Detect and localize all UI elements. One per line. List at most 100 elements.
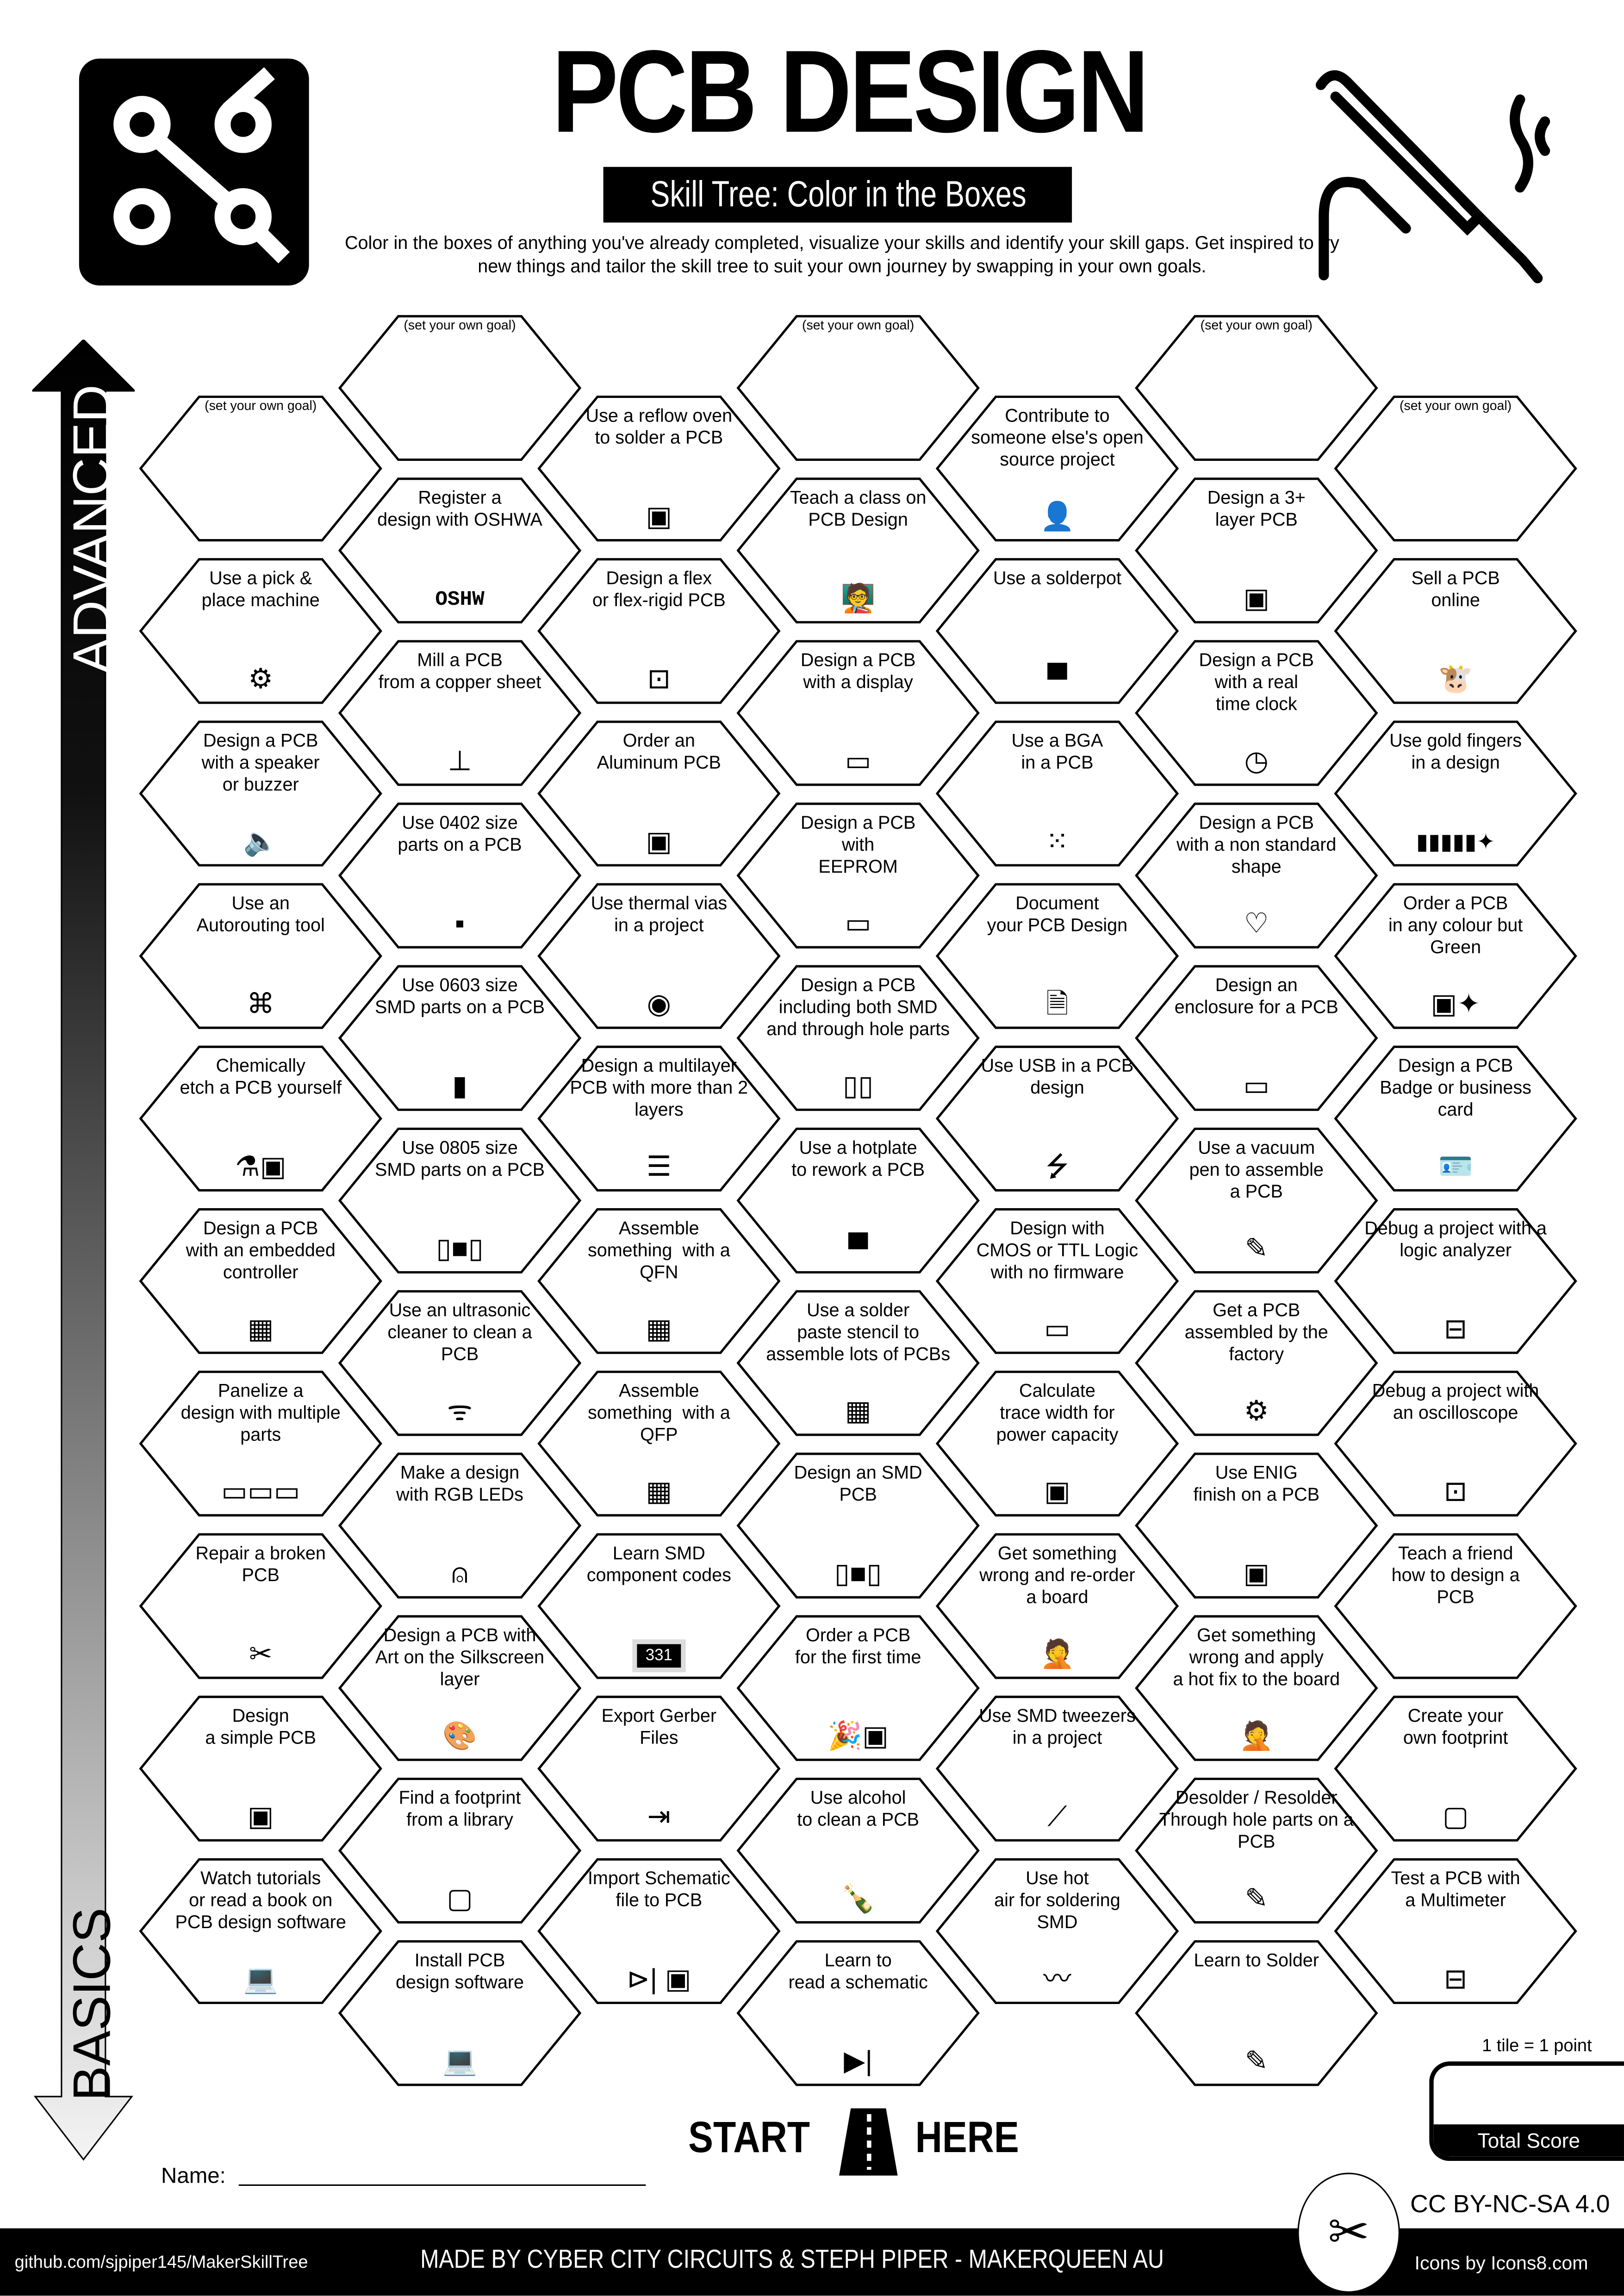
advanced-label: ADVANCED	[61, 384, 122, 674]
skill-tile[interactable]: Export Gerber Files ⇥	[537, 1695, 781, 1842]
footprint-icon: ▢	[447, 1884, 473, 1915]
skill-tile[interactable]: Register a design with OSHWA OSHW	[338, 477, 582, 624]
tile-label: Use a hotplate to rework a PCB	[791, 1137, 925, 1180]
skill-tile[interactable]: Design a PCB Badge or business card 🪪	[1334, 1045, 1577, 1191]
name-field[interactable]	[238, 2184, 646, 2186]
tile-label: Design an enclosure for a PCB	[1174, 975, 1338, 1018]
skill-tile[interactable]: Get something wrong and apply a hot fix …	[1135, 1615, 1378, 1761]
progression-arrow	[30, 338, 137, 2162]
skill-tile[interactable]: Create your own footprint ▢	[1334, 1695, 1577, 1842]
skill-tile[interactable]: Assemble something with a QFP ▦	[537, 1371, 781, 1517]
custom-goal-tile[interactable]: (set your own goal)	[736, 315, 980, 461]
skill-tile[interactable]: Teach a class on PCB Design 🧑‍🏫	[736, 477, 980, 624]
skill-tile[interactable]: Use a pick & place machine ⚙	[139, 558, 382, 704]
skill-tile[interactable]: Order an Aluminum PCB ▣	[537, 720, 781, 867]
tile-label: Design a PCB Badge or business card	[1380, 1055, 1531, 1120]
skill-tile[interactable]: Design a PCB with EEPROM ▭	[736, 802, 980, 949]
skill-tile[interactable]: Order a PCB in any colour but Green ▣✦	[1334, 883, 1577, 1029]
skill-tile[interactable]: Assemble something with a QFN ▦	[537, 1208, 781, 1354]
total-score-box[interactable]: Total Score	[1429, 2061, 1624, 2161]
skill-tile[interactable]: Use SMD tweezers in a project ⟋	[935, 1695, 1179, 1842]
skill-tile[interactable]: Design a PCB with a speaker or buzzer 🔈	[139, 720, 382, 867]
custom-goal-tile[interactable]: (set your own goal)	[338, 315, 582, 461]
skill-tile[interactable]: Design a PCB with a non standard shape ♡	[1135, 802, 1378, 949]
bga-icon: ⁙	[1045, 827, 1069, 858]
skill-tile[interactable]: Use a solder paste stencil to assemble l…	[736, 1290, 980, 1436]
laptop-gear-icon: 💻	[243, 1965, 278, 1996]
tile-label: Desolder / Resolder Through hole parts o…	[1159, 1787, 1354, 1852]
skill-tile[interactable]: Import Schematic file to PCB ⊳| ▣	[537, 1858, 781, 2004]
skill-tile[interactable]: Calculate trace width for power capacity…	[935, 1371, 1179, 1517]
skill-tile[interactable]: Design an SMD PCB ▯■▯	[736, 1452, 980, 1599]
hotplate-icon: ▀	[848, 1234, 868, 1265]
skill-tile[interactable]: Debug a project with an oscilloscope ⊡	[1334, 1371, 1577, 1517]
skill-tile[interactable]: Watch tutorials or read a book on PCB de…	[139, 1858, 382, 2004]
skill-tile[interactable]: Design a PCB including both SMD and thro…	[736, 965, 980, 1111]
skill-tile[interactable]: Design a PCB with a real time clock ◷	[1135, 640, 1378, 786]
skill-tile[interactable]: Design a PCB with an embedded controller…	[139, 1208, 382, 1354]
skill-tile[interactable]: Use a solderpot ▀	[935, 558, 1179, 704]
skill-tile[interactable]: Use hot air for soldering SMD 〰	[935, 1858, 1179, 2004]
skill-tile[interactable]: Get a PCB assembled by the factory ⚙	[1135, 1290, 1378, 1436]
hot-air-icon: 〰	[1043, 1965, 1071, 1996]
skill-tile[interactable]: Design with CMOS or TTL Logic with no fi…	[935, 1208, 1179, 1354]
skill-tile[interactable]: Debug a project with a logic analyzer ⊟	[1334, 1208, 1577, 1354]
skill-tile[interactable]: Use an Autorouting tool ⌘	[139, 883, 382, 1029]
skill-tile[interactable]: Contribute to someone else's open source…	[935, 395, 1179, 542]
skill-tile[interactable]: Use alcohol to clean a PCB 🍾	[736, 1777, 980, 1924]
custom-goal-tile[interactable]: (set your own goal)	[139, 395, 382, 542]
skill-tile[interactable]: Design an enclosure for a PCB ▭	[1135, 965, 1378, 1111]
skill-tile[interactable]: Install PCB design software 💻	[338, 1940, 582, 2086]
panel-icon: ▭▭▭	[221, 1477, 300, 1508]
custom-goal-tile[interactable]: (set your own goal)	[1334, 395, 1577, 542]
skill-tile[interactable]: Use 0805 size SMD parts on a PCB ▯■▯	[338, 1127, 582, 1274]
skill-tile[interactable]: Use gold fingers in a design ▮▮▮▮▮✦	[1334, 720, 1577, 867]
skill-tile[interactable]: Sell a PCB online 🐮	[1334, 558, 1577, 704]
skill-tile[interactable]: Find a footprint from a library ▢	[338, 1777, 582, 1924]
skill-tile[interactable]: Mill a PCB from a copper sheet ⊥	[338, 640, 582, 786]
skill-tile[interactable]: Design a 3+ layer PCB ▣	[1135, 477, 1378, 624]
skill-tile[interactable]: Use a BGA in a PCB ⁙	[935, 720, 1179, 867]
custom-goal-tile[interactable]: (set your own goal)	[1135, 315, 1378, 461]
tile-label: Design a PCB with a non standard shape	[1176, 813, 1337, 877]
skill-tile[interactable]: Teach a friend how to design a PCB	[1334, 1533, 1577, 1679]
skill-tile[interactable]: Make a design with RGB LEDs ⍝	[338, 1452, 582, 1599]
diode-pcb-icon: ⊳| ▣	[627, 1965, 691, 1996]
tile-label: Design a PCB including both SMD and thro…	[766, 975, 950, 1040]
skill-tile[interactable]: Order a PCB for the first time 🎉▣	[736, 1615, 980, 1761]
skill-tile[interactable]: Learn to read a schematic ▶|	[736, 1940, 980, 2086]
github-link[interactable]: github.com/sjpiper145/MakerSkillTree	[14, 2252, 308, 2272]
skill-tile[interactable]: Design a PCB with Art on the Silkscreen …	[338, 1615, 582, 1761]
skill-tile[interactable]: Repair a broken PCB ✂	[139, 1533, 382, 1679]
skill-tile[interactable]: Use 0603 size SMD parts on a PCB ▮	[338, 965, 582, 1111]
skill-tile[interactable]: Use USB in a PCB design ⭍	[935, 1045, 1179, 1191]
skill-tile[interactable]: Design a flex or flex-rigid PCB ⊡	[537, 558, 781, 704]
skill-tile[interactable]: Get something wrong and re-order a board…	[935, 1533, 1179, 1679]
skill-tile[interactable]: Use a vacuum pen to assemble a PCB ✎	[1135, 1127, 1378, 1274]
skill-tile[interactable]: Test a PCB with a Multimeter ⊟	[1334, 1858, 1577, 2004]
skill-tile[interactable]: Design a multilayer PCB with more than 2…	[537, 1045, 781, 1191]
skill-tile[interactable]: Chemically etch a PCB yourself ⚗▣	[139, 1045, 382, 1191]
palette-icon: 🎨	[442, 1721, 477, 1753]
here-label: HERE	[915, 2114, 1019, 2163]
skill-tile[interactable]: Design a PCB with a display ▭	[736, 640, 980, 786]
flex-pcb-icon: ⊡	[647, 664, 671, 695]
skill-tile[interactable]: Learn to Solder ✎	[1135, 1940, 1378, 2086]
skill-tile[interactable]: Use a reflow oven to solder a PCB ▣	[537, 395, 781, 542]
tile-label: Get something wrong and apply a hot fix …	[1173, 1625, 1340, 1690]
oven-icon: ▣	[646, 502, 672, 533]
skill-tile[interactable]: Use a hotplate to rework a PCB ▀	[736, 1127, 980, 1274]
tile-label: Use an Autorouting tool	[196, 893, 325, 936]
skill-tile[interactable]: Design a simple PCB ▣	[139, 1695, 382, 1842]
robot-arm-icon: ⚙	[1244, 1396, 1269, 1427]
skill-tile[interactable]: Document your PCB Design 🗎	[935, 883, 1179, 1029]
skill-tile[interactable]: Use 0402 size parts on a PCB ▪	[338, 802, 582, 949]
skill-tile[interactable]: Use thermal vias in a project ◉	[537, 883, 781, 1029]
skill-tile[interactable]: Learn SMD component codes 331	[537, 1533, 781, 1679]
tile-label: Design a multilayer PCB with more than 2…	[570, 1055, 748, 1120]
skill-tile[interactable]: Desolder / Resolder Through hole parts o…	[1135, 1777, 1378, 1924]
skill-tile[interactable]: Panelize a design with multiple parts ▭▭▭	[139, 1371, 382, 1517]
oscilloscope-icon: ⊡	[1444, 1477, 1468, 1508]
skill-tile[interactable]: Use ENIG finish on a PCB ▣	[1135, 1452, 1378, 1599]
skill-tile[interactable]: Use an ultrasonic cleaner to clean a PCB…	[338, 1290, 582, 1436]
